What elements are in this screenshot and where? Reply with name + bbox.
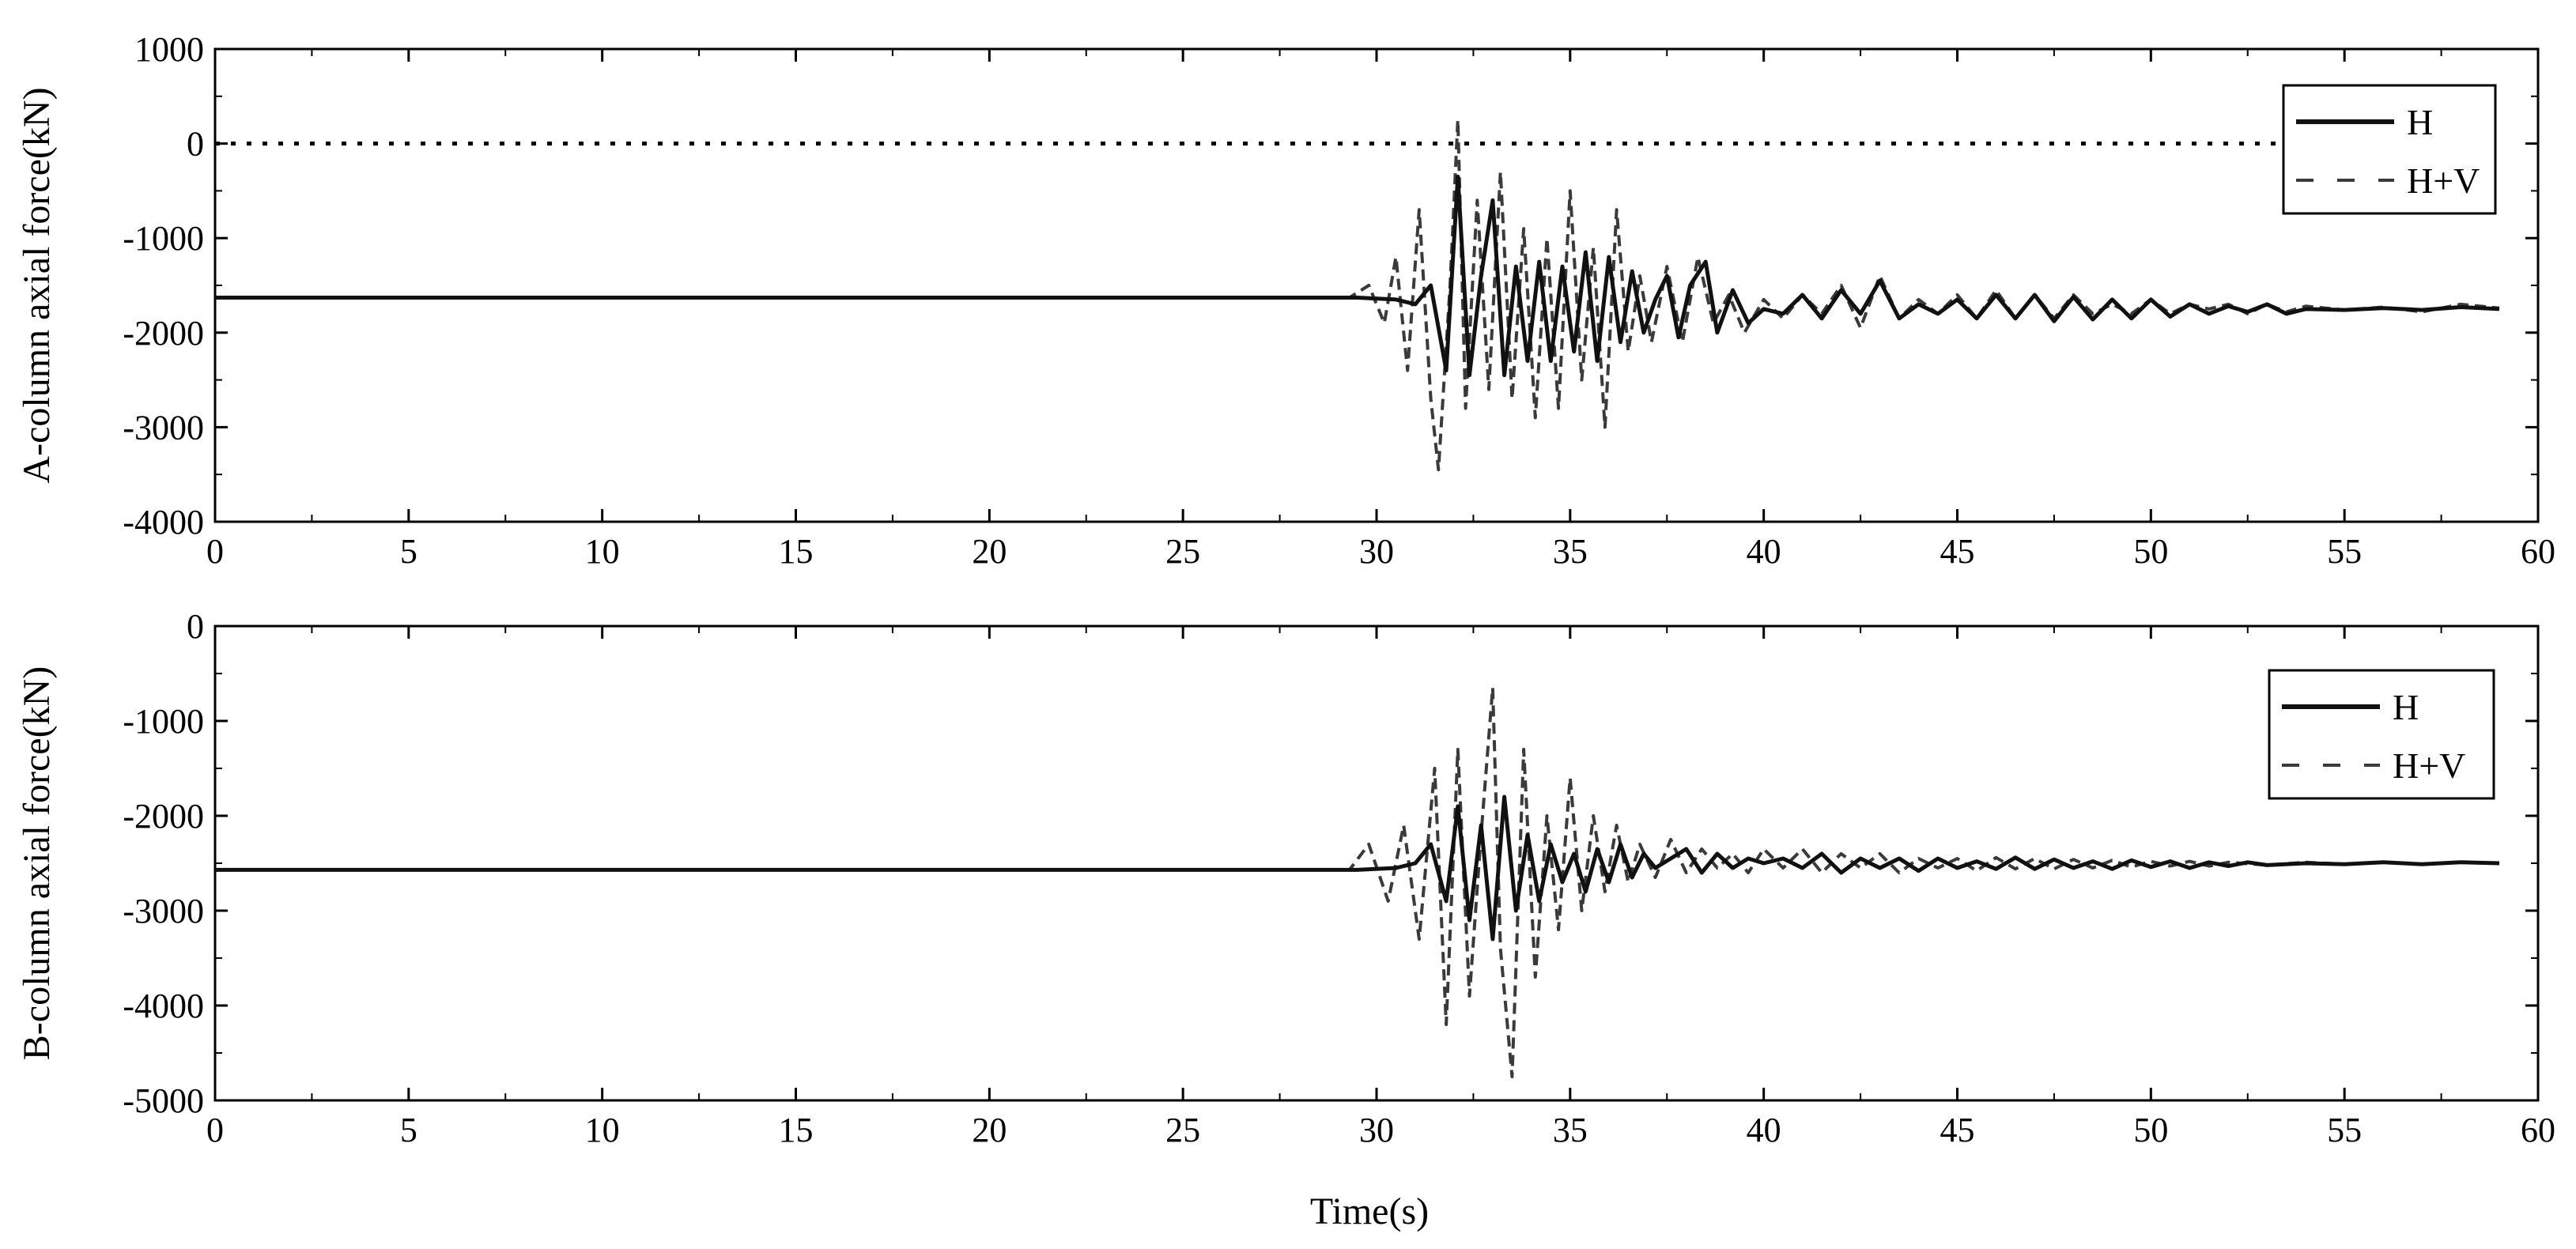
x-tick-label: 5 (400, 1111, 417, 1149)
x-tick-label: 30 (1359, 532, 1394, 571)
legend-label-h-plus-v: H+V (2407, 160, 2480, 201)
series-line-h (215, 794, 2500, 941)
x-tick-label: 60 (2521, 532, 2555, 571)
y-tick-label: 0 (187, 607, 204, 646)
y-axis-title: A-column axial force(kN) (16, 87, 58, 483)
x-tick-label: 0 (206, 1111, 224, 1149)
x-tick-label: 35 (1553, 532, 1588, 571)
y-tick-label: -1000 (123, 702, 204, 741)
series-line-h-plus-v (215, 686, 2500, 1078)
y-tick-label: -1000 (123, 219, 204, 258)
x-tick-label: 45 (1940, 1111, 1975, 1149)
x-tick-label: 45 (1940, 532, 1975, 571)
y-tick-label: -3000 (123, 408, 204, 447)
x-tick-label: 10 (585, 1111, 620, 1149)
legend-label-h-plus-v: H+V (2393, 745, 2465, 786)
x-axis-title: Time(s) (1310, 1191, 1429, 1232)
legend-label-h: H (2393, 687, 2419, 727)
x-tick-label: 15 (779, 532, 814, 571)
y-tick-label: -2000 (123, 797, 204, 836)
x-tick-label: 0 (206, 532, 224, 571)
x-tick-label: 50 (2133, 1111, 2168, 1149)
series-line-h-plus-v (215, 118, 2500, 472)
y-tick-label: -4000 (123, 987, 204, 1025)
plot-frame (213, 47, 2540, 523)
y-tick-label: -3000 (123, 892, 204, 930)
x-tick-label: 40 (1747, 532, 1781, 571)
x-tick-label: 40 (1747, 1111, 1781, 1149)
x-tick-label: 15 (779, 1111, 814, 1149)
y-tick-label: -2000 (123, 314, 204, 353)
x-tick-label: 25 (1165, 532, 1200, 571)
x-tick-label: 55 (2327, 532, 2362, 571)
x-tick-label: 35 (1553, 1111, 1588, 1149)
x-tick-label: 30 (1359, 1111, 1394, 1149)
y-tick-label: -5000 (123, 1081, 204, 1120)
x-tick-label: 10 (585, 532, 620, 571)
chart-panel-b: 0 5 10 15 20 25 30 35 40 45 50 55 60 0 -1000 -2000 -3000… (16, 607, 2555, 1149)
x-tick-label: 20 (972, 532, 1007, 571)
legend-box (2268, 669, 2495, 800)
legend: H H+V (2268, 669, 2495, 800)
y-tick-label: -4000 (123, 503, 204, 541)
legend-box (2282, 84, 2497, 215)
x-tick-label: 50 (2133, 532, 2168, 571)
chart-panel-a: 0 5 10 15 20 25 30 35 40 45 50 55 60 1000 0 -1000 -2000 -… (16, 30, 2555, 571)
legend-label-h: H (2407, 102, 2433, 142)
x-tick-label: 60 (2521, 1111, 2555, 1149)
y-tick-label: 0 (187, 125, 204, 164)
x-tick-label: 55 (2327, 1111, 2362, 1149)
legend: H H+V (2282, 84, 2497, 215)
y-axis-title: B-column axial force(kN) (16, 666, 58, 1060)
x-tick-label: 20 (972, 1111, 1007, 1149)
series-line-h (215, 175, 2500, 378)
x-tick-label: 25 (1165, 1111, 1200, 1149)
x-tick-label: 5 (400, 532, 417, 571)
y-tick-label: 1000 (134, 30, 204, 69)
